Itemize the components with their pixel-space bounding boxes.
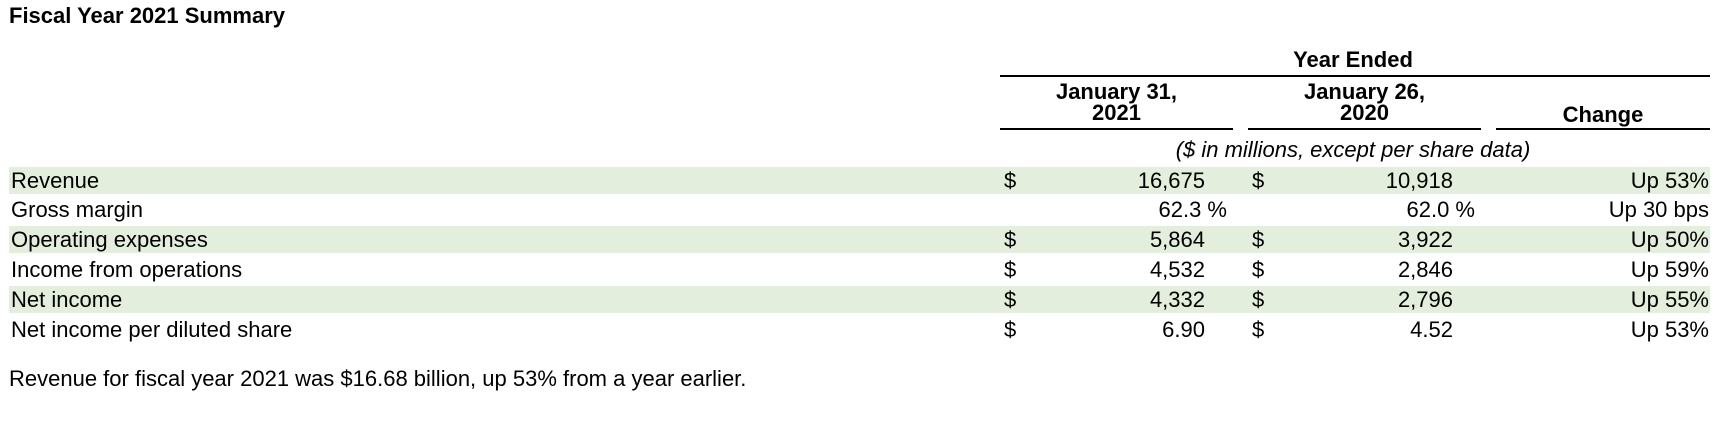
row-label: Operating expenses xyxy=(11,227,208,252)
currency-symbol: $ xyxy=(1004,227,1017,252)
units-note: ($ in millions, except per share data) xyxy=(1175,137,1531,162)
col2-header-rule xyxy=(1248,128,1481,130)
year-ended-rule xyxy=(1000,75,1710,77)
change-header-rule xyxy=(1496,128,1710,130)
currency-symbol: $ xyxy=(1252,168,1265,193)
col1-header-rule xyxy=(1000,128,1233,130)
currency-symbol: $ xyxy=(1252,227,1265,252)
value-2020: 2,796 xyxy=(1397,287,1453,312)
col2-header-line1: January 26, xyxy=(1303,79,1426,104)
value-2020: 2,846 xyxy=(1397,257,1453,282)
value-2020: 62.0 % xyxy=(1406,197,1476,222)
currency-symbol: $ xyxy=(1004,257,1017,282)
col1-header-line1: January 31, xyxy=(1055,79,1178,104)
currency-symbol: $ xyxy=(1252,317,1265,342)
change-header: Change xyxy=(1562,102,1644,127)
currency-symbol: $ xyxy=(1252,287,1265,312)
col1-header-line2: 2021 xyxy=(1092,100,1141,125)
row-label: Income from operations xyxy=(11,257,243,282)
change-value: Up 59% xyxy=(1630,257,1709,282)
table-row: Net income $ 4,332 $ 2,796 Up 55% xyxy=(9,286,1710,313)
value-2020: 10,918 xyxy=(1385,168,1453,193)
value-2021: 62.3 % xyxy=(1158,197,1228,222)
value-2021: 4,332 xyxy=(1149,287,1205,312)
change-value: Up 55% xyxy=(1630,287,1709,312)
change-value: Up 30 bps xyxy=(1608,197,1709,222)
value-2020: 4.52 xyxy=(1410,317,1453,342)
year-ended-header: Year Ended xyxy=(1293,47,1413,72)
row-label: Net income per diluted share xyxy=(11,317,293,342)
change-value: Up 53% xyxy=(1630,317,1709,342)
row-label: Revenue xyxy=(11,168,100,193)
value-2021: 5,864 xyxy=(1149,227,1205,252)
currency-symbol: $ xyxy=(1004,287,1017,312)
table-row: Gross margin 62.3 % 62.0 % Up 30 bps xyxy=(9,196,1710,223)
col2-header-line2: 2020 xyxy=(1340,100,1389,125)
currency-symbol: $ xyxy=(1004,168,1017,193)
change-value: Up 50% xyxy=(1630,227,1709,252)
currency-symbol: $ xyxy=(1004,317,1017,342)
table-row: Revenue $ 16,675 $ 10,918 Up 53% xyxy=(9,167,1710,194)
summary-note: Revenue for fiscal year 2021 was $16.68 … xyxy=(9,366,747,391)
value-2021: 16,675 xyxy=(1137,168,1205,193)
value-2021: 6.90 xyxy=(1162,317,1205,342)
value-2021: 4,532 xyxy=(1149,257,1205,282)
value-2020: 3,922 xyxy=(1397,227,1453,252)
currency-symbol: $ xyxy=(1252,257,1265,282)
table-row: Net income per diluted share $ 6.90 $ 4.… xyxy=(9,316,1710,343)
table-row: Income from operations $ 4,532 $ 2,846 U… xyxy=(9,256,1710,283)
row-label: Net income xyxy=(11,287,123,312)
row-label: Gross margin xyxy=(11,197,144,222)
change-value: Up 53% xyxy=(1630,168,1709,193)
table-row: Operating expenses $ 5,864 $ 3,922 Up 50… xyxy=(9,226,1710,253)
page-title: Fiscal Year 2021 Summary xyxy=(9,3,286,28)
